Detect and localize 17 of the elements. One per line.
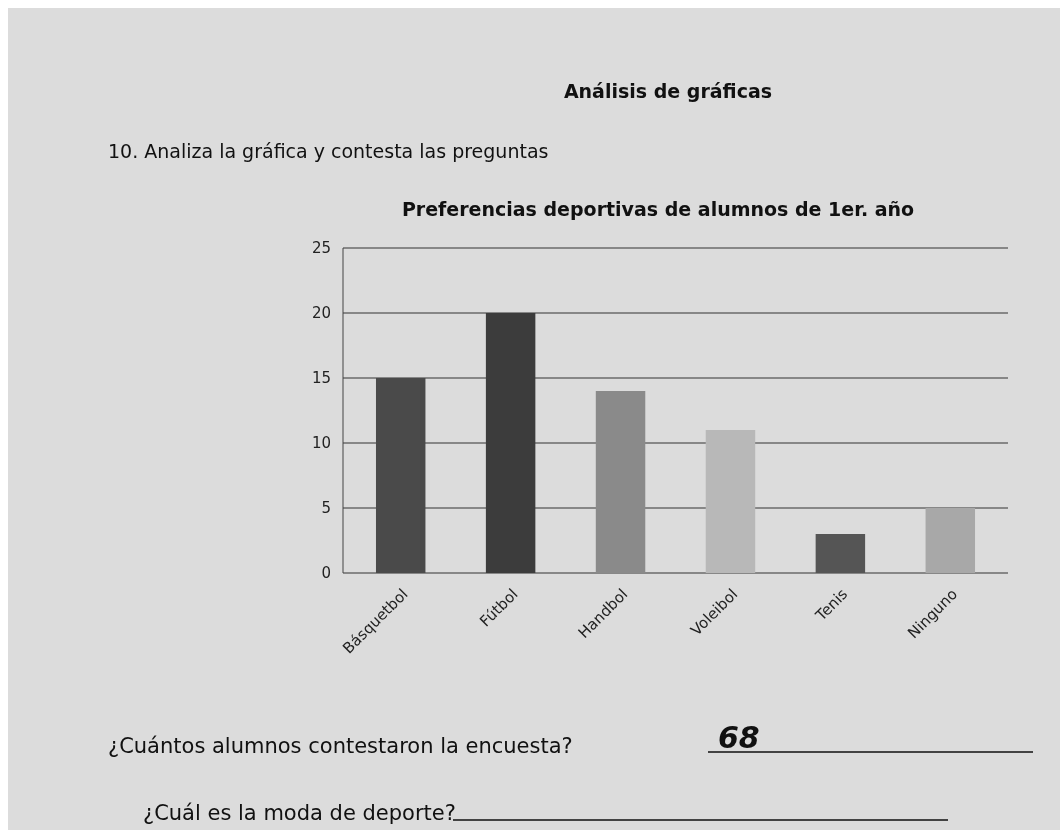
text: ¿Cuál es la moda de deporte?: [143, 801, 456, 825]
text: 68: [718, 720, 760, 755]
y-tick-label: 0: [321, 564, 331, 582]
y-tick-label: 25: [311, 239, 331, 257]
bar: [705, 430, 756, 573]
y-tick-label: 15: [311, 369, 331, 387]
y-tick-label: 10: [311, 434, 331, 452]
chart-title: Preferencias deportivas de alumnos de 1er. año: [401, 198, 915, 220]
text: 10. Analiza la gráfica y contesta las preguntas: [108, 140, 549, 162]
bar: [815, 534, 866, 573]
bar: [595, 391, 646, 573]
y-tick-label: 5: [321, 499, 331, 517]
bar: [925, 508, 976, 573]
text: ¿Cuántos alumnos contestaron la encuesta?: [108, 734, 573, 758]
y-tick-label: 20: [311, 304, 331, 322]
text: Análisis de gráficas: [563, 80, 773, 102]
bar: [375, 378, 426, 573]
